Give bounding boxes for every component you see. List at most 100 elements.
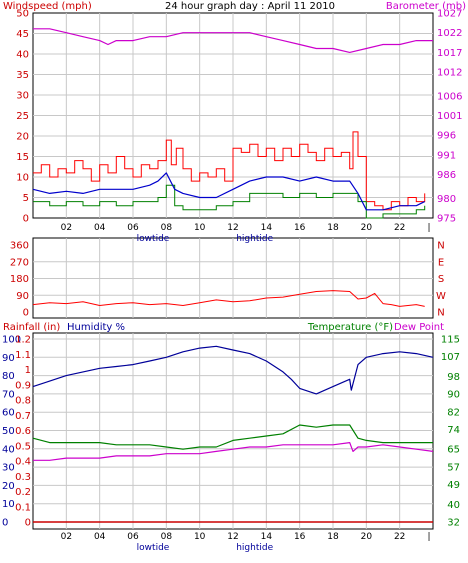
barometer-tick-label: 975 bbox=[437, 214, 456, 225]
humidity-tick-label: 40 bbox=[2, 444, 15, 455]
wind-tide-label: hightide bbox=[236, 234, 273, 244]
barometer-line bbox=[33, 28, 433, 54]
humidity-tick-label: 20 bbox=[2, 481, 15, 492]
barometer-tick-label: 1006 bbox=[437, 91, 462, 102]
temperature-tick-label: 40 bbox=[447, 500, 460, 511]
temperature-tick-label: 107 bbox=[441, 352, 460, 363]
wind-tide-label: lowtide bbox=[137, 234, 170, 244]
barometer-tick-label: 991 bbox=[437, 150, 456, 161]
humidity-tick-label: 90 bbox=[2, 353, 15, 364]
barometer-tick-label: 996 bbox=[437, 131, 456, 142]
temperature-line bbox=[32, 424, 433, 450]
humidity-tick-label: 10 bbox=[2, 499, 15, 510]
temperature-tick-label: 98 bbox=[447, 372, 460, 383]
climate-x-tick-label: 10 bbox=[194, 532, 206, 542]
rainfall-tick-label: 0.3 bbox=[15, 472, 31, 483]
climate-x-tick-label: 14 bbox=[261, 532, 273, 542]
windspeed-tick-label: 20 bbox=[16, 132, 29, 143]
rainfall-tick-label: 0.6 bbox=[15, 426, 31, 437]
temperature-tick-label: 57 bbox=[447, 462, 460, 473]
dewpoint-line bbox=[33, 442, 434, 461]
humidity-tick-label: 0 bbox=[2, 518, 8, 529]
temperature-tick-label: 32 bbox=[447, 518, 460, 529]
compass-label: E bbox=[438, 257, 444, 268]
compass-label: S bbox=[438, 274, 444, 285]
compass-label: N bbox=[437, 241, 444, 252]
compass-label: N bbox=[437, 308, 444, 319]
wind-x-tick-label: 08 bbox=[161, 223, 173, 233]
chart-title: 24 hour graph day : April 11 2010 bbox=[165, 1, 335, 12]
rainfall-tick-label: 0.4 bbox=[15, 457, 31, 468]
wind-x-tick-label: 20 bbox=[361, 223, 373, 233]
barometer-tick-label: 1022 bbox=[437, 28, 462, 39]
temperature-tick-label: 115 bbox=[441, 335, 460, 346]
rainfall-tick-label: 0.7 bbox=[15, 411, 31, 422]
direction-tick-label: 0 bbox=[23, 308, 29, 319]
temperature-tick-label: 74 bbox=[447, 425, 460, 436]
humidity-tick-label: 30 bbox=[2, 463, 15, 474]
wind-x-tick-label: | bbox=[427, 223, 430, 233]
temperature-axis-title: Temperature (°F) bbox=[307, 322, 393, 333]
direction-tick-label: 180 bbox=[10, 274, 29, 285]
windspeed-tick-label: 35 bbox=[16, 70, 29, 81]
wind-x-tick-label: 18 bbox=[327, 223, 339, 233]
humidity-tick-label: 70 bbox=[2, 389, 15, 400]
direction-tick-label: 90 bbox=[16, 291, 29, 302]
rainfall-tick-label: 0.1 bbox=[15, 502, 31, 513]
climate-x-tick-label: 08 bbox=[161, 532, 173, 542]
temperature-tick-label: 90 bbox=[447, 390, 460, 401]
wind-low-line bbox=[33, 184, 426, 219]
windspeed-tick-label: 45 bbox=[16, 29, 29, 40]
windspeed-tick-label: 30 bbox=[16, 91, 29, 102]
rainfall-tick-label: 0.9 bbox=[15, 380, 31, 391]
humidity-tick-label: 80 bbox=[2, 371, 15, 382]
wind-x-tick-label: 06 bbox=[127, 223, 139, 233]
wind-gust-line bbox=[33, 131, 426, 211]
windspeed-tick-label: 15 bbox=[16, 152, 29, 163]
temperature-tick-label: 65 bbox=[447, 445, 460, 456]
wind-average-line bbox=[32, 172, 425, 211]
rainfall-tick-label: 1.2 bbox=[15, 335, 31, 346]
climate-x-tick-label: 20 bbox=[361, 532, 373, 542]
rainfall-tick-label: 0.8 bbox=[15, 396, 31, 407]
windspeed-axis-title: Windspeed (mph) bbox=[3, 1, 92, 12]
rainfall-tick-label: 0.2 bbox=[15, 487, 31, 498]
windspeed-tick-label: 5 bbox=[23, 193, 29, 204]
windspeed-tick-label: 0 bbox=[23, 214, 29, 225]
wind-x-tick-label: 04 bbox=[94, 223, 106, 233]
wind-x-tick-label: 16 bbox=[294, 223, 306, 233]
climate-x-tick-label: 04 bbox=[94, 532, 106, 542]
compass-label: W bbox=[436, 291, 446, 302]
humidity-tick-label: 60 bbox=[2, 408, 15, 419]
climate-x-tick-label: 22 bbox=[394, 532, 405, 542]
temperature-tick-label: 49 bbox=[447, 480, 460, 491]
barometer-tick-label: 980 bbox=[437, 194, 456, 205]
humidity-line bbox=[32, 345, 434, 395]
rainfall-tick-label: 0 bbox=[25, 518, 31, 529]
windspeed-tick-label: 40 bbox=[16, 50, 29, 61]
dewpoint-axis-title: Dew Point bbox=[394, 322, 444, 333]
wind-x-tick-label: 02 bbox=[61, 223, 72, 233]
rainfall-tick-label: 1 bbox=[25, 365, 31, 376]
wind-x-tick-label: 22 bbox=[394, 223, 405, 233]
barometer-tick-label: 1027 bbox=[437, 9, 462, 20]
windspeed-tick-label: 25 bbox=[16, 111, 29, 122]
rainfall-tick-label: 1.1 bbox=[15, 350, 31, 361]
climate-x-tick-label: 06 bbox=[127, 532, 139, 542]
barometer-tick-label: 1017 bbox=[437, 48, 462, 59]
wind-x-tick-label: 14 bbox=[261, 223, 273, 233]
wind-x-tick-label: 12 bbox=[227, 223, 238, 233]
barometer-tick-label: 1001 bbox=[437, 111, 462, 122]
climate-x-tick-label: | bbox=[427, 532, 430, 542]
direction-tick-label: 270 bbox=[10, 257, 29, 268]
humidity-axis-title: Humidity % bbox=[67, 322, 125, 333]
direction-tick-label: 360 bbox=[10, 241, 29, 252]
climate-tide-label: lowtide bbox=[137, 543, 170, 553]
climate-x-tick-label: 18 bbox=[327, 532, 339, 542]
climate-tide-label: hightide bbox=[236, 543, 273, 553]
climate-x-tick-label: 16 bbox=[294, 532, 306, 542]
barometer-tick-label: 986 bbox=[437, 170, 456, 181]
